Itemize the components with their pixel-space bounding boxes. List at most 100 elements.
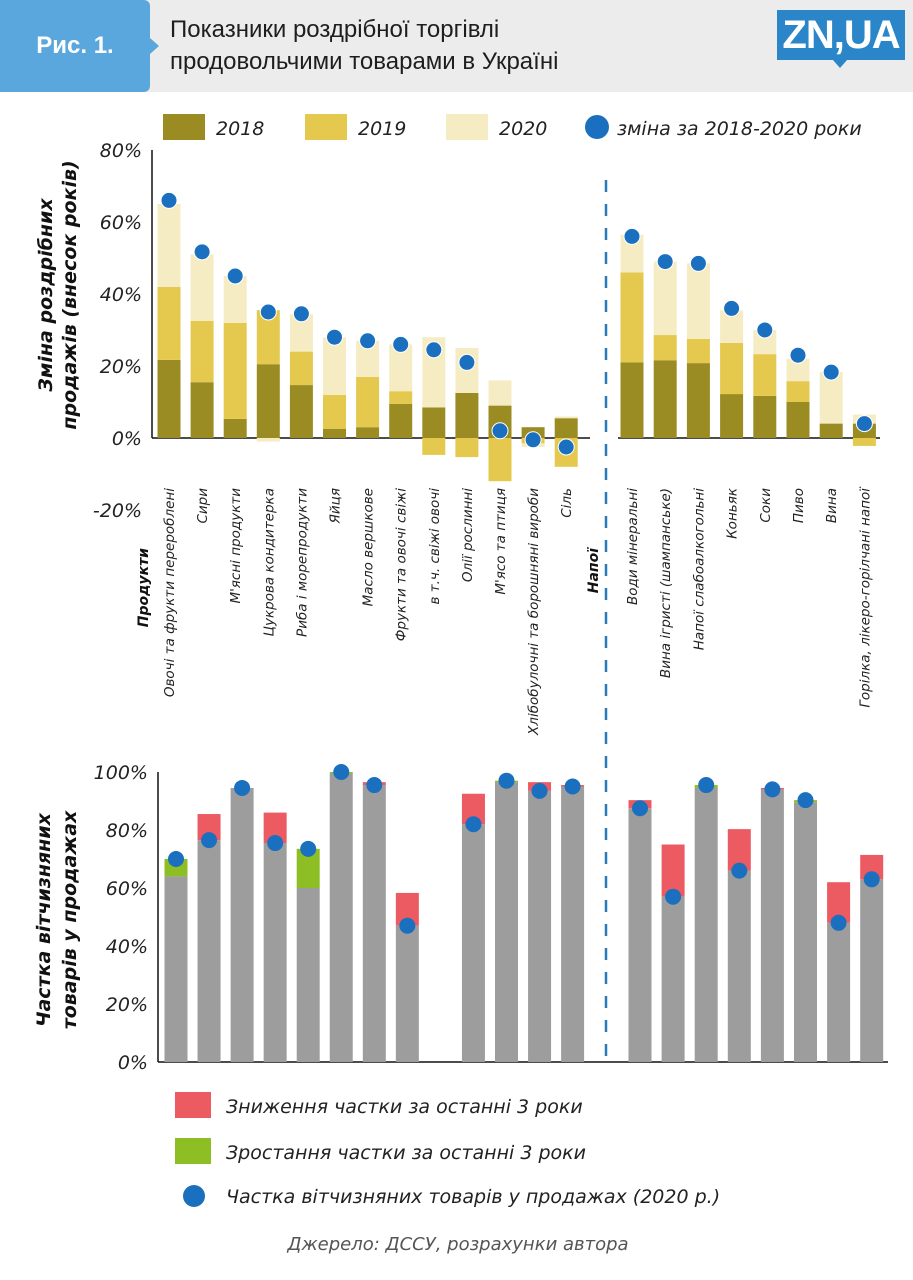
bar-segment-2018 — [422, 407, 446, 438]
bar-segment-2020 — [356, 340, 380, 377]
bar-segment-2020 — [554, 416, 578, 419]
category-label: Горілка, лікеро-горілчані напої — [857, 486, 873, 708]
change-dot — [557, 438, 575, 456]
legend-swatch-2019 — [305, 114, 347, 140]
bar-segment-2019 — [852, 438, 876, 446]
legend-swatch-2020 — [446, 114, 488, 140]
share-increase-segment — [296, 848, 320, 888]
change-dot — [756, 321, 774, 339]
bar-segment-2018 — [389, 403, 413, 438]
change-dot — [193, 243, 211, 261]
bar-segment-2018 — [554, 418, 578, 438]
bottom-y-tick: 0% — [118, 1052, 148, 1074]
share-2020-dot — [366, 777, 383, 794]
category-label: Риба і морепродукти — [294, 488, 310, 637]
top-y-tick: 40% — [100, 284, 142, 306]
top-y-tick: 80% — [100, 140, 142, 162]
share-bar-base — [760, 789, 784, 1062]
zn-ua-logo: ZN,UA — [777, 10, 905, 68]
figure-label: Рис. 1. — [36, 32, 114, 59]
bar-segment-2018 — [753, 395, 777, 438]
legend-label-decrease: Зниження частки за останні 3 роки — [226, 1096, 583, 1118]
legend-label-share-2020: Частка вітчизняних товарів у продажах (2… — [226, 1186, 720, 1208]
bar-segment-2019 — [190, 321, 214, 383]
category-label: Цукрова кондитерка — [261, 488, 277, 637]
change-dot — [656, 253, 674, 271]
share-bar-base — [561, 786, 585, 1062]
category-label: Яйця — [328, 488, 344, 524]
bar-segment-2018 — [686, 363, 710, 438]
share-decrease-segment — [827, 882, 851, 923]
share-2020-dot — [234, 779, 251, 796]
bar-segment-2019 — [488, 438, 512, 482]
title-line-2: продовольчими товарами в Україні — [170, 48, 559, 75]
bar-segment-2020 — [289, 314, 313, 352]
bar-segment-2020 — [389, 344, 413, 392]
bar-segment-2019 — [157, 286, 181, 360]
change-dot — [789, 346, 807, 364]
bar-segment-2018 — [223, 418, 247, 438]
share-2020-dot — [168, 851, 184, 867]
change-dot — [425, 341, 443, 359]
category-label: Соки — [758, 488, 774, 523]
share-2020-dot — [764, 781, 781, 798]
bar-segment-2020 — [686, 263, 710, 339]
share-2020-dot — [531, 782, 548, 799]
change-dot — [458, 353, 476, 371]
bar-segment-2018 — [323, 429, 346, 438]
share-2020-dot — [632, 800, 648, 817]
share-2020-dot — [267, 835, 284, 852]
bottom-y-tick: 100% — [94, 762, 148, 784]
top-y-tick: 20% — [100, 356, 142, 378]
bar-segment-2020 — [620, 234, 644, 273]
share-bar-base — [461, 824, 485, 1062]
bar-segment-2019 — [323, 394, 346, 429]
legend-swatch-decrease — [175, 1092, 211, 1118]
share-bar-base — [727, 870, 751, 1062]
page-title: Показники роздрібної торгівлі продовольч… — [170, 14, 558, 78]
legend-dot-icon — [585, 115, 609, 139]
header: Рис. 1. Показники роздрібної торгівлі пр… — [0, 0, 913, 92]
bar-segment-2020 — [223, 276, 247, 323]
bar-segment-2019 — [753, 354, 777, 396]
category-label: Сіль — [559, 488, 575, 518]
group-label-products: Продукти — [136, 548, 152, 627]
top-y-axis-title-line2: продажів (внесок років) — [59, 160, 81, 429]
legend-dot-icon-share — [183, 1185, 205, 1207]
share-bar-base — [495, 782, 518, 1062]
share-2020-dot — [399, 917, 416, 934]
legend-label-increase: Зростання частки за останні 3 роки — [226, 1142, 586, 1164]
change-dot — [359, 332, 377, 350]
bar-segment-2018 — [190, 382, 214, 438]
bar-segment-2019 — [356, 376, 380, 428]
share-2020-dot — [498, 772, 515, 789]
share-bar-base — [263, 843, 287, 1062]
share-2020-dot — [665, 888, 682, 905]
category-label: Сири — [195, 488, 211, 524]
legend-label-2018: 2018 — [216, 118, 264, 140]
category-label: Пиво — [791, 488, 807, 523]
change-dot — [326, 328, 343, 346]
bar-segment-2019 — [653, 335, 677, 361]
category-label: Напої слабоалкогольні — [691, 488, 707, 651]
bar-segment-2019 — [720, 342, 744, 395]
bar-segment-2018 — [653, 360, 677, 438]
bottom-y-tick: 20% — [106, 994, 148, 1016]
category-label: М'ясо та птиця — [493, 488, 509, 595]
bar-segment-2018 — [720, 394, 744, 438]
bar-segment-2019 — [786, 381, 810, 402]
share-2020-dot — [863, 871, 880, 888]
top-y-tick: -20% — [93, 500, 142, 522]
bar-segment-2018 — [455, 393, 479, 438]
bar-segment-2020 — [653, 261, 677, 336]
bottom-y-axis-title-line1: Частка вітчизняних — [33, 812, 55, 1026]
bottom-y-tick: 40% — [106, 936, 148, 958]
share-decrease-segment — [197, 814, 221, 841]
category-label: Овочі та фрукти перероблені — [162, 488, 178, 697]
group-label-drinks: Напої — [586, 547, 602, 593]
bar-segment-2019 — [256, 310, 280, 365]
bar-segment-2020 — [256, 438, 280, 442]
share-bar-base — [197, 840, 221, 1062]
legend-label-change: зміна за 2018-2020 роки — [617, 118, 862, 140]
share-2020-dot — [333, 764, 350, 780]
